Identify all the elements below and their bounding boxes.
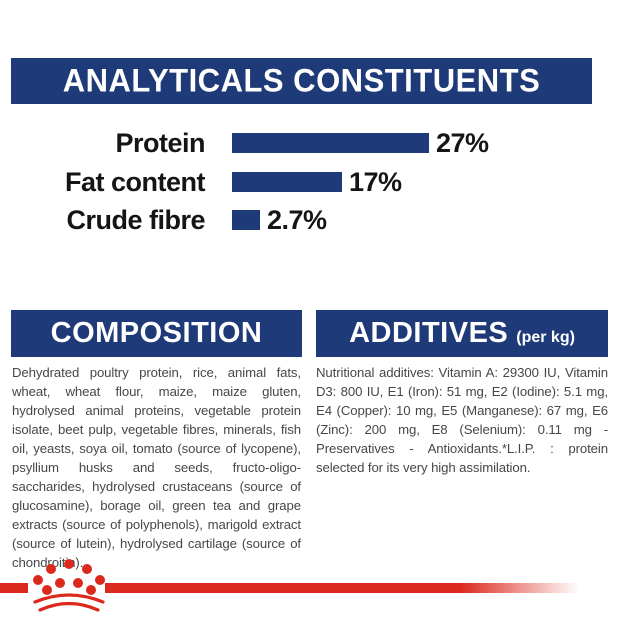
additives-header-unit: (per kg)	[516, 328, 575, 346]
bar	[232, 210, 260, 230]
bar-label: Fat content	[65, 167, 206, 197]
chart-row: Crude fibre 2.7%	[0, 205, 620, 235]
bar-label: Protein	[115, 128, 205, 158]
analyticals-header-title: ANALYTICALS CONSTITUENTS	[62, 62, 541, 99]
additives-header-bar: ADDITIVES (per kg)	[316, 310, 608, 357]
bar-label: Crude fibre	[66, 205, 205, 235]
red-stripe-left	[0, 583, 28, 593]
additives-header-title: ADDITIVES	[349, 317, 509, 349]
composition-body-text: Dehydrated poultry protein, rice, animal…	[12, 365, 301, 570]
bar-value: 2.7%	[267, 205, 327, 235]
additives-body-text: Nutritional additives: Vitamin A: 29300 …	[316, 365, 608, 475]
bar-value: 27%	[436, 128, 489, 158]
composition-header-bar: COMPOSITION	[11, 310, 302, 357]
composition-header-title: COMPOSITION	[50, 317, 263, 349]
bar-value: 17%	[349, 167, 402, 197]
bar	[232, 172, 342, 192]
royal-canin-crown-logo	[33, 559, 105, 612]
analyticals-header-bar: ANALYTICALS CONSTITUENTS	[11, 58, 592, 104]
red-stripe-right	[105, 583, 620, 593]
bar	[232, 133, 429, 153]
chart-row: Fat content 17%	[0, 167, 620, 197]
chart-row: Protein 27%	[0, 128, 620, 158]
